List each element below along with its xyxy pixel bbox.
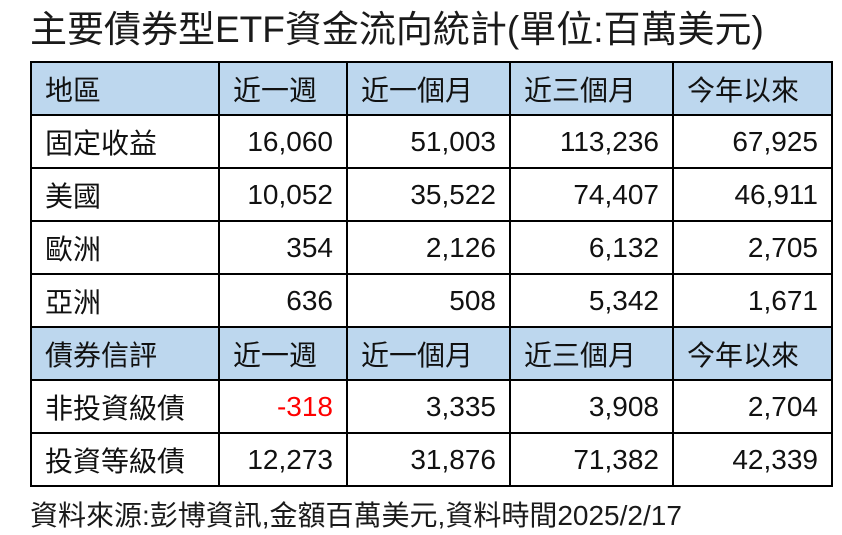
cell-value: 3,335	[346, 379, 511, 435]
cell-value: 12,273	[218, 432, 348, 488]
table-row: 歐洲 354 2,126 6,132 2,705	[30, 220, 833, 276]
column-header: 今年以來	[672, 61, 833, 117]
cell-value: 636	[218, 273, 348, 329]
column-header: 近一週	[218, 326, 348, 382]
table-row: 固定收益 16,060 51,003 113,236 67,925	[30, 114, 833, 170]
cell-value: 31,876	[346, 432, 511, 488]
row-label: 固定收益	[30, 114, 220, 170]
cell-value: 1,671	[672, 273, 833, 329]
cell-value: 46,911	[672, 167, 833, 223]
cell-value: 74,407	[509, 167, 674, 223]
column-header: 債券信評	[30, 326, 220, 382]
table-row: 美國 10,052 35,522 74,407 46,911	[30, 167, 833, 223]
column-header: 近三個月	[509, 326, 674, 382]
cell-value-negative: -318	[218, 379, 348, 435]
column-header: 近一週	[218, 61, 348, 117]
cell-value: 508	[346, 273, 511, 329]
page-title: 主要債券型ETF資金流向統計(單位:百萬美元)	[30, 9, 764, 50]
cell-value: 113,236	[509, 114, 674, 170]
cell-value: 42,339	[672, 432, 833, 488]
table-row: 投資等級債 12,273 31,876 71,382 42,339	[30, 432, 833, 488]
table-row: 非投資級債 -318 3,335 3,908 2,704	[30, 379, 833, 435]
section-header-region: 地區 近一週 近一個月 近三個月 今年以來	[30, 61, 833, 117]
cell-value: 16,060	[218, 114, 348, 170]
source-note: 資料來源:彭博資訊,金額百萬美元,資料時間2025/2/17	[30, 500, 682, 532]
cell-value: 2,705	[672, 220, 833, 276]
cell-value: 67,925	[672, 114, 833, 170]
cell-value: 2,704	[672, 379, 833, 435]
column-header: 近一個月	[346, 61, 511, 117]
cell-value: 71,382	[509, 432, 674, 488]
section-header-credit: 債券信評 近一週 近一個月 近三個月 今年以來	[30, 326, 833, 382]
column-header: 近三個月	[509, 61, 674, 117]
column-header: 近一個月	[346, 326, 511, 382]
cell-value: 51,003	[346, 114, 511, 170]
cell-value: 5,342	[509, 273, 674, 329]
cell-value: 2,126	[346, 220, 511, 276]
row-label: 非投資級債	[30, 379, 220, 435]
table-row: 亞洲 636 508 5,342 1,671	[30, 273, 833, 329]
etf-flow-table: 地區 近一週 近一個月 近三個月 今年以來 固定收益 16,060 51,003…	[30, 61, 833, 488]
cell-value: 35,522	[346, 167, 511, 223]
row-label: 亞洲	[30, 273, 220, 329]
column-header: 地區	[30, 61, 220, 117]
cell-value: 3,908	[509, 379, 674, 435]
cell-value: 10,052	[218, 167, 348, 223]
column-header: 今年以來	[672, 326, 833, 382]
cell-value: 6,132	[509, 220, 674, 276]
row-label: 美國	[30, 167, 220, 223]
row-label: 投資等級債	[30, 432, 220, 488]
row-label: 歐洲	[30, 220, 220, 276]
cell-value: 354	[218, 220, 348, 276]
